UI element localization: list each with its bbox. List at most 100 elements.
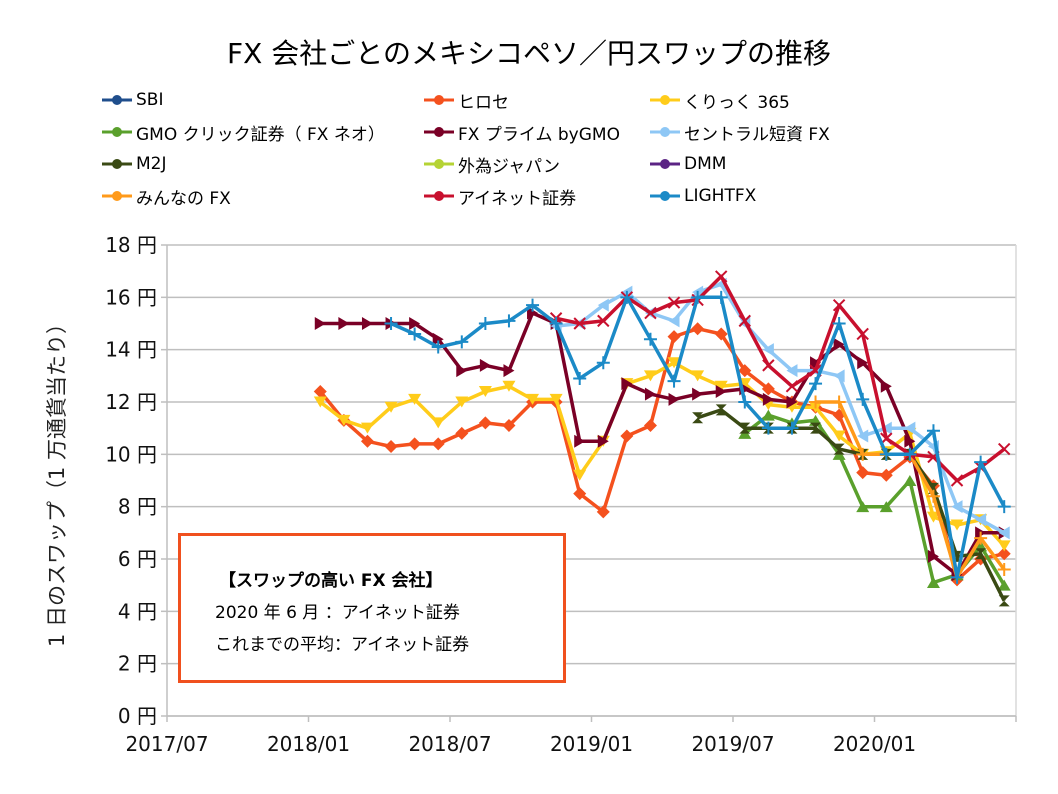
series-2-point <box>502 380 516 392</box>
legend-label: アイネット証券 <box>458 188 577 209</box>
legend-marker-icon <box>424 127 454 137</box>
series-2-point <box>997 540 1011 552</box>
series-11-point <box>832 317 846 330</box>
series-9-point <box>926 489 940 503</box>
series-1-point <box>360 434 374 448</box>
legend-item: DMM <box>648 152 726 176</box>
series-4-point <box>432 332 444 346</box>
series-11-point <box>809 377 823 391</box>
legend-label: セントラル短資 FX <box>684 124 830 145</box>
series-11-point <box>549 317 563 330</box>
legend-marker-icon <box>424 95 454 105</box>
y-tick-label: 6 円 <box>118 547 157 571</box>
series-11-point <box>879 447 893 461</box>
series-4-point <box>621 377 633 391</box>
series-4-point <box>574 434 586 448</box>
series-1-point <box>596 505 610 519</box>
series-5-point <box>762 343 774 357</box>
series-1-point <box>478 416 492 430</box>
series-2-point <box>360 422 374 434</box>
series-11-point <box>738 395 752 409</box>
series-11-point <box>455 335 469 349</box>
series-10-point <box>832 298 846 312</box>
series-1-point <box>997 547 1011 561</box>
legend-marker-icon <box>102 95 132 105</box>
legend-label: GMO クリック証券（ FX ネオ） <box>136 124 385 145</box>
chart-title: FX 会社ごとのメキシコペソ／円スワップの推移 <box>227 37 831 70</box>
series-2-point <box>408 393 422 405</box>
series-4-point <box>527 306 539 320</box>
series-11-point <box>997 500 1011 514</box>
series-1-point <box>455 426 469 440</box>
series-4-point <box>503 364 515 378</box>
legend-marker-icon <box>650 191 680 201</box>
y-tick-label: 12 円 <box>105 390 157 414</box>
legend-label: DMM <box>684 154 727 174</box>
series-1-point <box>313 385 327 399</box>
series-11-point <box>596 356 610 370</box>
series-4-point <box>338 317 350 330</box>
series-2-point <box>667 357 681 369</box>
series-2-point <box>691 370 705 382</box>
series-10-point <box>715 270 728 283</box>
series-5-point <box>975 513 987 527</box>
series-2-point <box>455 396 469 408</box>
series-11-point <box>526 298 540 312</box>
series-11-point <box>926 424 940 438</box>
series-2-point <box>926 511 940 523</box>
legend-label: LIGHTFX <box>684 186 757 206</box>
series-3-point <box>926 577 940 589</box>
y-tick-label: 2 円 <box>118 652 157 676</box>
series-1-point <box>502 419 516 433</box>
series-1-point <box>643 419 657 433</box>
series-3-point <box>903 475 917 486</box>
series-9-point <box>856 447 870 461</box>
series-1-point <box>408 437 422 451</box>
series-11-point <box>903 447 917 461</box>
series-4-point <box>833 337 845 351</box>
series-1-point <box>856 466 870 480</box>
series-11-point <box>950 570 964 584</box>
series-11-point <box>714 290 728 304</box>
series-1-point <box>879 468 893 482</box>
series-9-point <box>974 531 988 545</box>
callout-line-average: これまでの平均：アイネット証券 <box>215 635 470 655</box>
legend-item: ヒロセ <box>422 88 509 113</box>
x-tick-label: 2018/07 <box>408 732 491 756</box>
series-11-point <box>691 290 705 304</box>
legend: SBI ヒロセ くりっく 365 GMO クリック証券（ FX ネオ） FX プライム … <box>100 88 860 218</box>
series-10-point <box>856 327 869 341</box>
series-4-point <box>927 549 939 563</box>
series-1-point <box>738 364 752 378</box>
series-4-point <box>479 358 491 372</box>
x-tick-label: 2018/01 <box>267 732 350 756</box>
series-1-point <box>431 437 445 451</box>
legend-marker-icon <box>424 191 454 201</box>
series-3-point <box>856 501 870 513</box>
legend-label: M2J <box>136 154 167 174</box>
x-tick-label: 2019/01 <box>550 732 633 756</box>
series-1-point <box>620 429 634 443</box>
series-2-point <box>384 401 398 413</box>
legend-label: FX プライム byGMO <box>458 124 620 145</box>
series-2-point <box>950 519 964 531</box>
legend-marker-icon <box>650 127 680 137</box>
legend-marker-icon <box>102 191 132 201</box>
series-4-point <box>668 392 680 406</box>
series-11-point <box>667 374 681 388</box>
y-tick-label: 10 円 <box>105 442 157 466</box>
callout-box: 【スワップの高い FX 会社】 2020 年 6 月 ：アイネット証券 これまで… <box>178 533 566 683</box>
series-2-point <box>714 380 728 392</box>
series-2-point <box>643 370 657 382</box>
y-tick-label: 4 円 <box>118 599 157 623</box>
legend-marker-icon <box>650 159 680 169</box>
series-4-point <box>810 356 822 370</box>
series-2-point <box>526 393 540 405</box>
legend-item: セントラル短資 FX <box>648 120 830 145</box>
series-10-point <box>597 314 610 328</box>
legend-label: SBI <box>136 90 164 110</box>
y-tick-label: 16 円 <box>105 285 157 309</box>
series-4-point <box>715 385 727 399</box>
series-4-point <box>456 364 468 378</box>
series-10-point <box>667 296 681 309</box>
